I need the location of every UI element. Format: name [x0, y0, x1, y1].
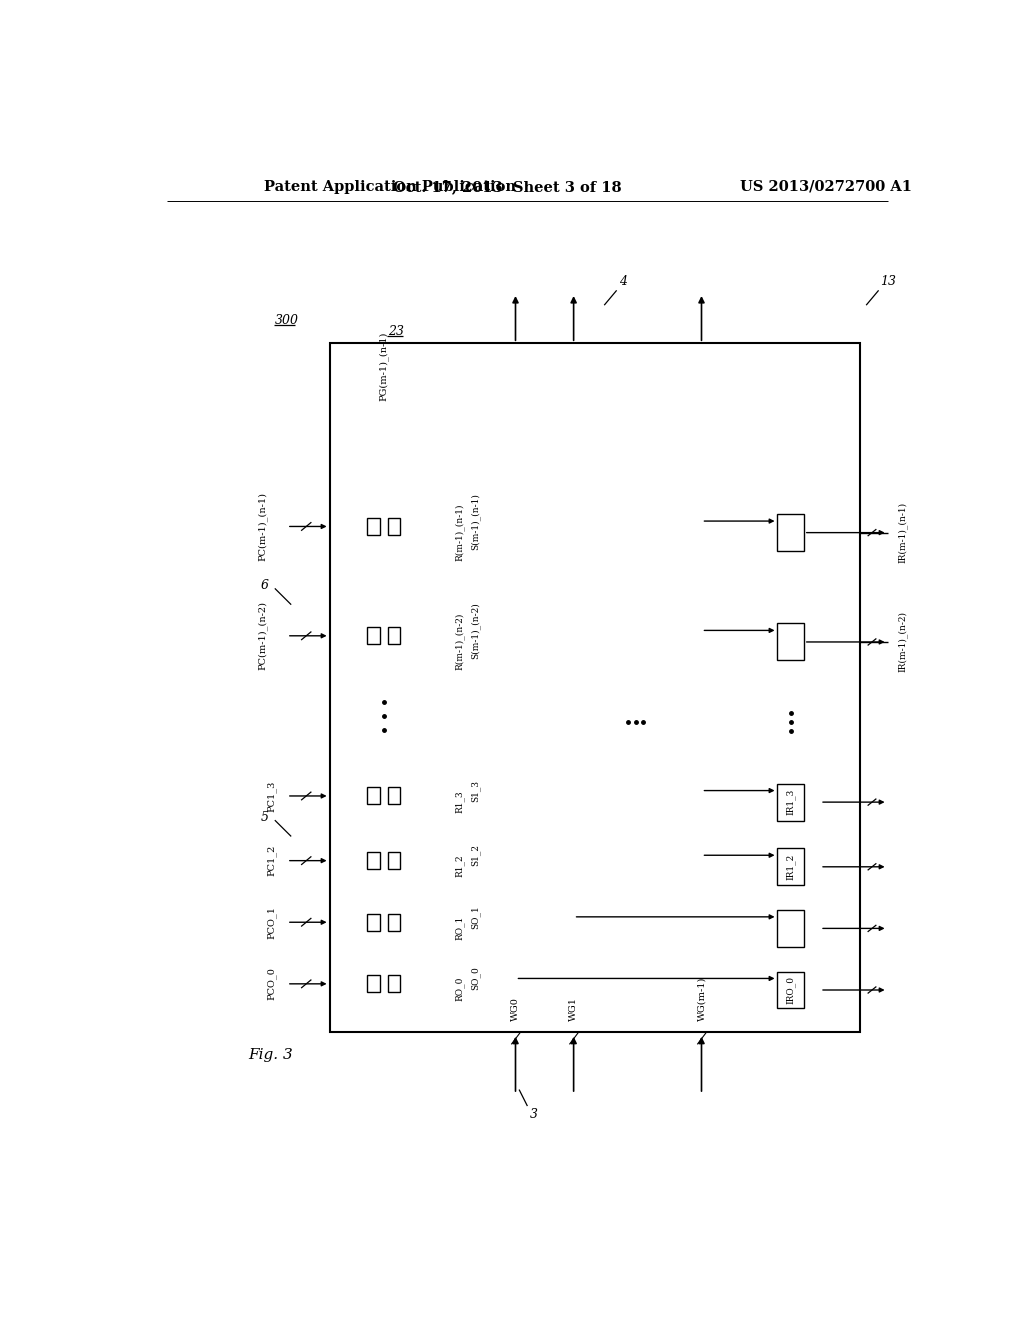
- Bar: [368, 853, 380, 869]
- Text: IR(m-1)_(n-1): IR(m-1)_(n-1): [898, 502, 908, 564]
- Bar: [777, 623, 804, 660]
- Bar: [368, 788, 380, 804]
- Bar: [777, 784, 804, 821]
- Bar: [368, 517, 380, 535]
- Text: WG(m-1): WG(m-1): [697, 977, 706, 1020]
- Text: PCO_1: PCO_1: [266, 906, 276, 939]
- Bar: [388, 627, 400, 644]
- Text: Fig. 3: Fig. 3: [248, 1048, 293, 1063]
- Bar: [388, 975, 400, 993]
- Text: PG(m-1)_(n-1): PG(m-1)_(n-1): [379, 331, 389, 401]
- Text: SO_1: SO_1: [470, 906, 480, 929]
- Text: IR1_2: IR1_2: [785, 854, 796, 880]
- Bar: [777, 849, 804, 886]
- Text: S(m-1)_(n-1): S(m-1)_(n-1): [470, 492, 480, 549]
- Bar: [777, 909, 804, 946]
- Text: RO_0: RO_0: [455, 977, 465, 1002]
- Text: R1_3: R1_3: [455, 791, 465, 813]
- Text: 23: 23: [388, 325, 403, 338]
- Text: RO_1: RO_1: [455, 916, 465, 940]
- Bar: [777, 972, 804, 1008]
- Text: S1_3: S1_3: [470, 780, 480, 801]
- Text: SO_0: SO_0: [470, 966, 480, 990]
- Text: 3: 3: [529, 1107, 538, 1121]
- Bar: [388, 853, 400, 869]
- Text: 300: 300: [275, 314, 299, 326]
- Bar: [388, 517, 400, 535]
- Text: R1_2: R1_2: [455, 855, 465, 878]
- Text: Patent Application Publication: Patent Application Publication: [263, 180, 516, 194]
- Text: PC(m-1)_(n-1): PC(m-1)_(n-1): [257, 492, 267, 561]
- Text: PC(m-1)_(n-2): PC(m-1)_(n-2): [257, 602, 267, 671]
- Text: IRO_0: IRO_0: [785, 975, 796, 1005]
- Text: R(m-1)_(n-2): R(m-1)_(n-2): [455, 612, 465, 669]
- Bar: [330, 343, 438, 1032]
- Bar: [368, 627, 380, 644]
- Bar: [368, 975, 380, 993]
- Text: R(m-1)_(n-1): R(m-1)_(n-1): [455, 503, 465, 561]
- Text: IR(m-1)_(n-2): IR(m-1)_(n-2): [898, 611, 908, 672]
- Text: WG1: WG1: [569, 997, 579, 1020]
- Text: 13: 13: [881, 275, 897, 288]
- Text: S1_2: S1_2: [470, 845, 480, 866]
- Text: WG0: WG0: [511, 997, 520, 1020]
- Text: PC1_3: PC1_3: [266, 780, 276, 812]
- Text: PCO_0: PCO_0: [266, 968, 276, 1001]
- Text: US 2013/0272700 A1: US 2013/0272700 A1: [740, 180, 912, 194]
- Text: 4: 4: [618, 275, 627, 288]
- Text: IR1_3: IR1_3: [785, 789, 796, 816]
- Bar: [388, 913, 400, 931]
- Text: Oct. 17, 2013  Sheet 3 of 18: Oct. 17, 2013 Sheet 3 of 18: [393, 180, 622, 194]
- Bar: [388, 788, 400, 804]
- Bar: [777, 515, 804, 552]
- Text: 6: 6: [261, 579, 269, 593]
- Bar: [330, 343, 860, 1032]
- Text: 5: 5: [261, 810, 269, 824]
- Bar: [368, 913, 380, 931]
- Text: PC1_2: PC1_2: [266, 845, 276, 876]
- Text: S(m-1)_(n-2): S(m-1)_(n-2): [470, 602, 480, 659]
